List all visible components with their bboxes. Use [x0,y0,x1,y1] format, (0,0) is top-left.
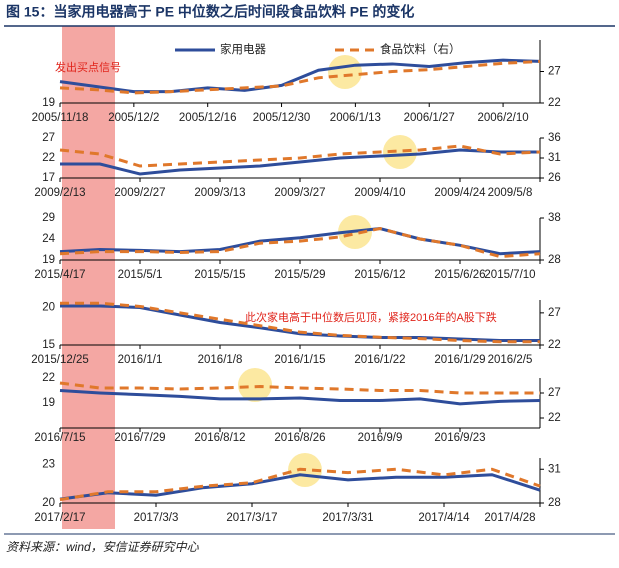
y-tick-label: 19 [42,254,55,266]
source: 资料来源：wind，安信证券研究中心 [6,540,200,554]
series-line [60,148,540,176]
highlight-circle [238,368,272,402]
x-tick-label: 2017/2/17 [34,512,85,524]
y-tick-label: 22 [42,372,55,384]
x-tick-label: 2017/3/31 [322,512,373,524]
y2-tick-label: 36 [548,132,561,144]
x-tick-label: 2006/1/27 [404,112,455,124]
x-tick-label: 2017/4/28 [484,512,535,524]
annotation: 发出买点信号 [55,60,121,74]
x-tick-label: 2009/3/27 [274,187,325,199]
x-tick-label: 2015/6/26 [434,269,485,281]
y-tick-label: 20 [42,497,55,509]
highlight-circle [328,55,362,89]
x-tick-label: 2009/2/13 [34,187,85,199]
x-tick-label: 2017/3/17 [226,512,277,524]
y2-tick-label: 38 [548,212,561,224]
y-tick-label: 19 [42,397,55,409]
y-tick-label: 19 [42,97,55,109]
y2-tick-label: 27 [548,66,561,78]
x-tick-label: 2016/1/8 [198,354,243,366]
series-line [59,381,540,395]
x-tick-label: 2009/2/27 [114,187,165,199]
x-tick-label: 2009/5/8 [488,187,533,199]
y-tick-label: 29 [42,212,55,224]
chart-title: 图 15：当家用电器高于 PE 中位数之后时间段食品饮料 PE 的变化 [6,4,414,20]
series-line [59,226,541,259]
highlight-circle [383,135,417,169]
highlight-band [62,26,115,529]
y-tick-label: 24 [42,233,55,245]
y2-tick-label: 31 [548,463,561,475]
series-line [59,144,541,168]
x-tick-label: 2009/4/24 [434,187,486,199]
x-tick-label: 2006/2/10 [477,112,528,124]
x-tick-label: 2005/12/30 [253,112,311,124]
y-tick-label: 20 [42,302,55,314]
y2-tick-label: 26 [548,172,561,184]
y-tick-label: 17 [42,172,55,184]
x-tick-label: 2015/7/10 [484,269,535,281]
y2-tick-label: 28 [548,254,561,266]
x-tick-label: 2015/6/12 [354,269,405,281]
x-tick-label: 2015/5/1 [118,269,163,281]
x-tick-label: 2017/4/14 [418,512,470,524]
series-line [59,467,541,502]
x-tick-label: 2006/1/13 [330,112,381,124]
x-tick-label: 2005/12/2 [108,112,159,124]
series-line [59,473,541,501]
x-tick-label: 2009/4/10 [354,187,405,199]
y2-tick-label: 22 [548,97,561,109]
x-tick-label: 2017/3/3 [134,512,179,524]
y2-tick-label: 22 [548,339,561,351]
x-tick-label: 2016/7/29 [114,432,165,444]
x-tick-label: 2016/1/1 [118,354,163,366]
annotation: 此次家电高于中位数后见顶，紧接2016年的A股下跌 [245,310,497,324]
x-tick-label: 2009/3/13 [194,187,245,199]
y2-tick-label: 28 [548,497,561,509]
x-tick-label: 2015/5/29 [274,269,325,281]
x-tick-label: 2016/1/22 [354,354,405,366]
x-tick-label: 2016/8/26 [274,432,325,444]
x-tick-label: 2005/12/16 [179,112,237,124]
x-tick-label: 2016/2/5 [488,354,533,366]
x-tick-label: 2016/9/9 [358,432,403,444]
x-tick-label: 2005/11/18 [32,112,89,124]
series-line [60,301,540,344]
x-tick-label: 2016/8/12 [194,432,245,444]
legend-label: 家用电器 [220,42,266,56]
legend-label: 食品饮料（右） [380,42,461,56]
x-tick-label: 2016/7/15 [34,432,85,444]
y-tick-label: 23 [42,458,55,470]
y2-tick-label: 31 [548,152,561,164]
y2-tick-label: 22 [548,412,561,424]
x-tick-label: 2016/1/29 [434,354,485,366]
x-tick-label: 2015/5/15 [194,269,245,281]
y-tick-label: 27 [42,132,55,144]
x-tick-label: 2016/1/15 [274,354,325,366]
y2-tick-label: 27 [548,387,561,399]
y-tick-label: 15 [42,339,55,351]
series-line [59,389,541,406]
x-tick-label: 2015/12/25 [31,354,89,366]
series-line [59,59,541,95]
x-tick-label: 2016/9/23 [434,432,485,444]
y-tick-label: 22 [42,152,55,164]
y2-tick-label: 27 [548,307,561,319]
x-tick-label: 2015/4/17 [34,269,85,281]
